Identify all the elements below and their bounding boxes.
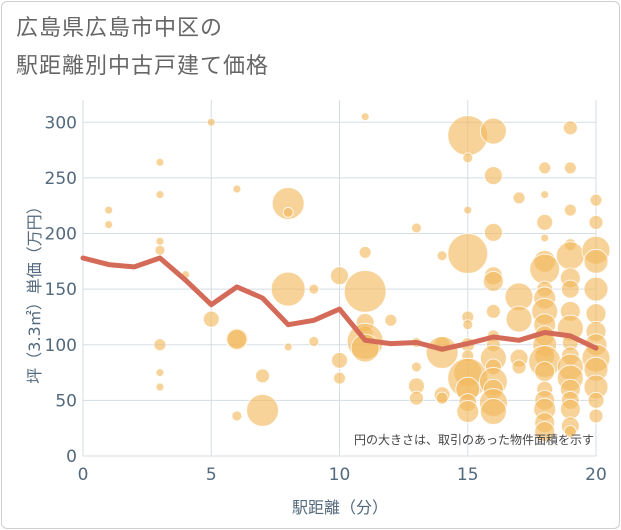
x-tick-label: 0 xyxy=(78,465,89,485)
data-bubble xyxy=(271,186,305,220)
data-bubble xyxy=(104,205,114,215)
x-axis-label: 駅距離（分） xyxy=(292,498,388,517)
data-bubble xyxy=(333,371,346,385)
data-bubble xyxy=(536,213,554,231)
data-bubble xyxy=(206,117,216,127)
data-bubble xyxy=(588,408,604,424)
data-bubble xyxy=(155,382,165,392)
data-bubble xyxy=(154,244,166,256)
data-bubble xyxy=(583,248,609,274)
data-bubble xyxy=(104,220,114,230)
data-bubble xyxy=(583,276,609,302)
data-bubble xyxy=(534,421,556,443)
data-bubble xyxy=(585,303,607,325)
data-bubble xyxy=(538,161,552,175)
data-bubble xyxy=(231,410,243,422)
data-bubble xyxy=(555,241,585,271)
data-bubble xyxy=(559,398,581,420)
data-bubble xyxy=(435,391,449,405)
data-bubble xyxy=(562,120,578,136)
data-bubble xyxy=(483,166,503,186)
data-bubble xyxy=(482,270,504,292)
data-bubble xyxy=(384,313,398,327)
data-bubble xyxy=(408,390,424,406)
data-bubble xyxy=(540,190,550,200)
data-bubble xyxy=(540,233,550,243)
x-tick-label: 10 xyxy=(329,465,351,485)
data-bubble xyxy=(560,279,580,299)
y-tick-label: 0 xyxy=(66,447,77,467)
data-bubble xyxy=(308,335,320,347)
y-tick-label: 150 xyxy=(45,280,77,300)
data-bubble xyxy=(343,269,387,313)
data-bubble xyxy=(155,236,165,246)
data-bubble xyxy=(226,328,248,350)
y-tick-label: 300 xyxy=(45,113,77,133)
data-bubble xyxy=(155,368,165,378)
data-bubble xyxy=(153,338,167,352)
data-bubble xyxy=(447,233,489,275)
trend-line-layer xyxy=(80,255,599,352)
x-tick-label: 5 xyxy=(206,465,217,485)
data-bubble xyxy=(232,184,242,194)
data-bubble xyxy=(479,117,507,145)
data-bubble xyxy=(588,214,604,230)
data-bubble xyxy=(485,303,501,319)
data-bubble xyxy=(283,342,293,352)
data-bubble xyxy=(155,190,165,200)
bubble-size-note: 円の大きさは、取引のあった物件面積を示す xyxy=(354,432,594,447)
data-bubble xyxy=(462,319,474,331)
data-bubble xyxy=(270,271,306,307)
chart-title-line2: 駅距離別中古戸建て価格 xyxy=(16,54,270,79)
data-bubble xyxy=(563,425,577,439)
y-tick-label: 250 xyxy=(45,169,77,189)
data-bubble xyxy=(512,191,526,205)
y-tick-label: 100 xyxy=(45,336,77,356)
data-bubble xyxy=(436,250,448,262)
data-bubble xyxy=(410,361,422,373)
average-price-line xyxy=(80,255,599,352)
x-tick-label: 15 xyxy=(457,465,479,485)
data-bubble xyxy=(587,391,605,409)
grid-lines xyxy=(82,100,597,457)
data-bubble xyxy=(529,253,561,285)
data-bubble xyxy=(155,157,165,167)
data-bubble xyxy=(589,193,603,207)
x-tick-label: 20 xyxy=(585,465,607,485)
data-bubble xyxy=(534,360,556,382)
data-bubble xyxy=(330,266,349,286)
axis-ticks: 0 50 100 150 200 250 300 0 5 10 15 20 xyxy=(45,113,607,485)
data-bubble xyxy=(456,400,480,423)
data-bubble xyxy=(563,161,577,175)
data-bubble xyxy=(202,310,220,328)
data-bubble xyxy=(358,245,372,259)
data-bubble xyxy=(463,205,473,215)
data-bubble xyxy=(410,222,422,234)
data-bubble xyxy=(331,351,348,369)
data-bubble xyxy=(282,206,294,218)
y-tick-label: 200 xyxy=(45,225,77,245)
data-bubble xyxy=(563,203,577,217)
data-bubble xyxy=(246,393,280,427)
y-axis-label: 坪（3.3㎡）単価（万円） xyxy=(25,198,44,383)
data-bubble xyxy=(462,152,474,164)
data-bubble xyxy=(308,283,320,295)
data-bubble xyxy=(511,359,527,375)
data-bubble xyxy=(505,305,533,333)
data-bubble xyxy=(255,368,271,384)
y-tick-label: 50 xyxy=(55,391,77,411)
chart-title-line1: 広島県広島市中区の xyxy=(16,16,224,41)
data-bubble xyxy=(479,398,507,425)
data-bubble xyxy=(360,112,370,122)
data-bubble xyxy=(483,222,503,242)
